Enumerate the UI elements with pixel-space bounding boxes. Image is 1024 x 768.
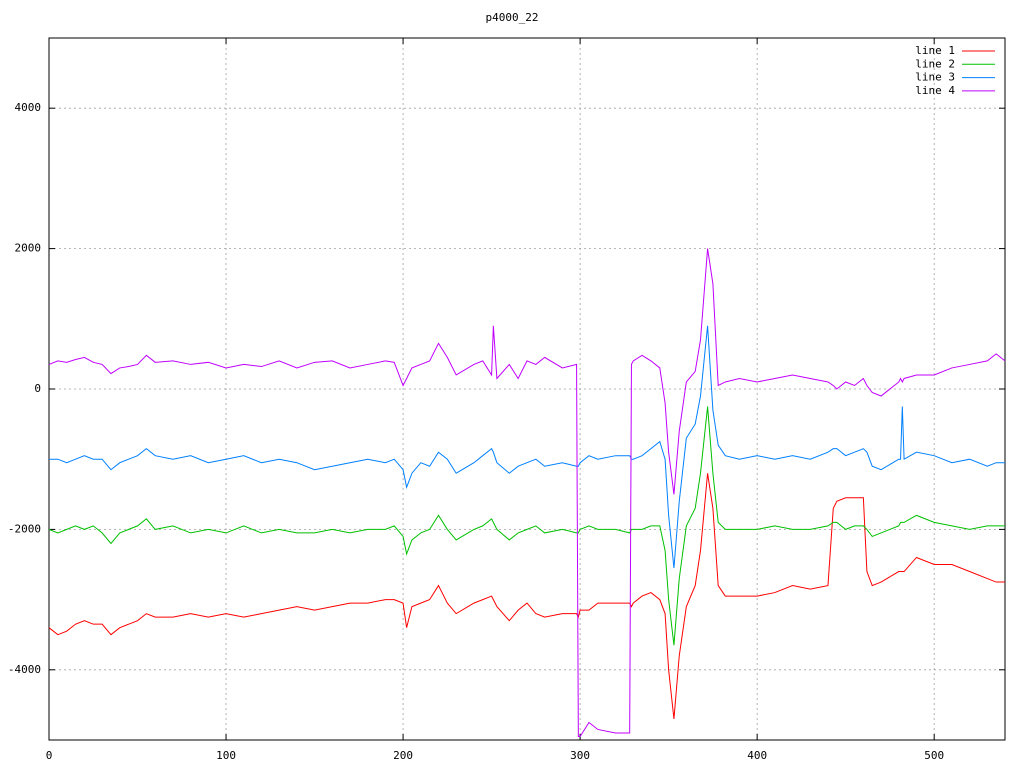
x-tick-label: 100 [216,749,236,762]
x-tick-label: 200 [393,749,413,762]
x-tick-label: 500 [924,749,944,762]
legend-label: line 4 [915,84,955,97]
data-line [48,248,1006,737]
chart-title: p4000_22 [486,11,539,24]
y-tick-label: -2000 [8,522,41,535]
y-tick-label: 4000 [15,101,42,114]
x-tick-label: 400 [747,749,767,762]
y-tick-label: 0 [34,382,41,395]
legend-label: line 2 [915,57,955,70]
y-tick-label: 2000 [15,242,42,255]
y-tick-label: -4000 [8,663,41,676]
plot-frame [48,37,1006,741]
legend-label: line 3 [915,71,955,84]
legend-label: line 1 [915,44,955,57]
x-tick-label: 0 [46,749,53,762]
x-tick-label: 300 [570,749,590,762]
